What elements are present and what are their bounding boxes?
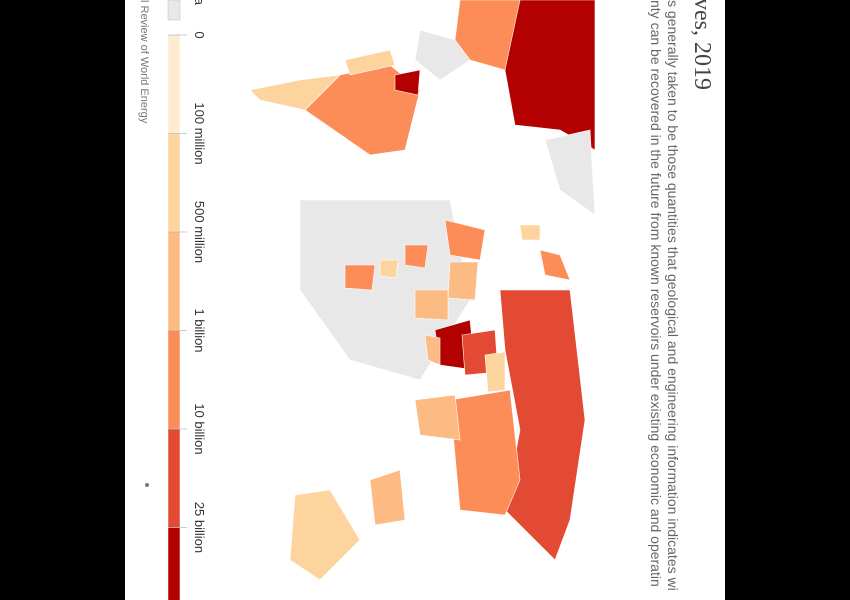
legend-label: ata	[192, 0, 207, 6]
legend-label: 25 billion	[192, 502, 207, 553]
legend-bin	[167, 330, 181, 430]
legend-label: 500 million	[192, 201, 207, 263]
legend-no-data	[167, 0, 181, 21]
legend: 0 100 million 500 million 1 billion 10 billi…	[167, 31, 207, 600]
legend-label: 10 billion	[192, 403, 207, 454]
title: ves, 2019	[689, 0, 715, 90]
legend-label: 100 million	[192, 102, 207, 164]
legend-label: 0	[192, 31, 207, 38]
legend-label: 1 billion	[192, 308, 207, 352]
dot	[145, 483, 149, 487]
source: l Review of World Energy	[138, 0, 150, 124]
legend-bin	[167, 231, 181, 331]
subtitle: nty can be recovered in the future from …	[648, 0, 664, 587]
legend-bin	[167, 428, 181, 528]
rotated-content: ves, 2019 s generally taken to be those …	[138, 0, 715, 600]
legend-bin	[167, 34, 181, 134]
legend-bin	[167, 527, 181, 600]
legend-bin	[167, 133, 181, 233]
map	[249, 0, 596, 581]
subtitle: s generally taken to be those quantities…	[665, 0, 681, 591]
